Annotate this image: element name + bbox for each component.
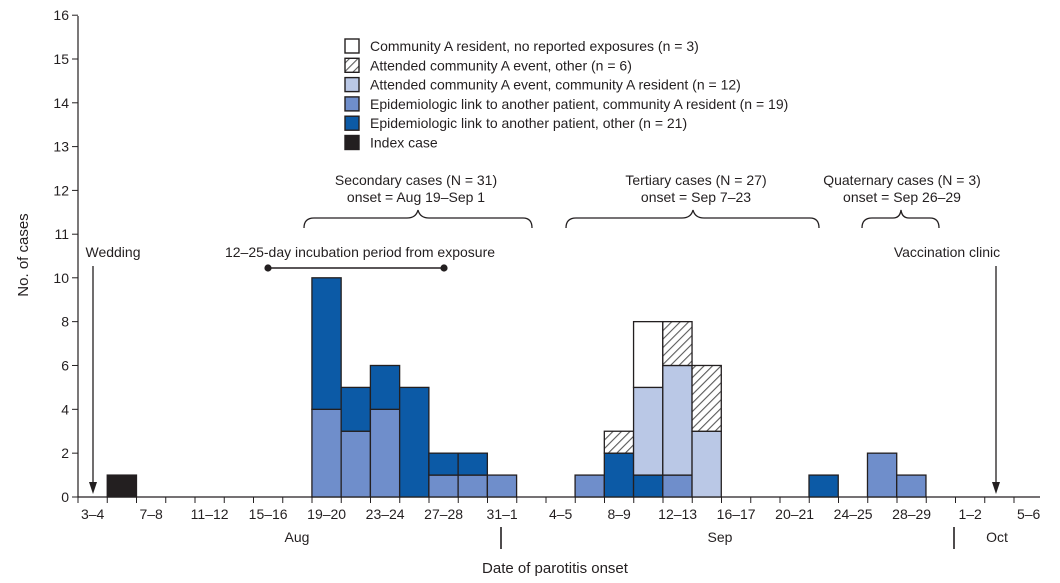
x-tick-label: 5–6 (1017, 506, 1041, 522)
quaternary-label-line1: Quaternary cases (N = 3) (823, 172, 981, 188)
x-tick-label: 12–13 (658, 506, 697, 522)
bar-segment-link-resident (662, 474, 693, 498)
legend-label: Attended community A event, other (n = 6… (370, 57, 632, 73)
legend-swatch-no-exposure (344, 38, 360, 54)
bar-segment-link-resident (457, 474, 489, 498)
y-tick-label: 13 (53, 139, 69, 155)
x-axis-title: Date of parotitis onset (482, 560, 629, 577)
wedding-label: Wedding (85, 244, 140, 260)
secondary-label-line2: onset = Aug 19–Sep 1 (347, 189, 485, 205)
y-tick-label: 15 (53, 51, 69, 67)
bar-segment-link-other (340, 386, 372, 432)
y-tick-label: 16 (53, 7, 69, 23)
x-tick-label: 27–28 (424, 506, 463, 522)
x-tick-label: 4–5 (549, 506, 573, 522)
bar-segment-link-other (398, 386, 430, 498)
x-tick-label: 3–4 (81, 506, 105, 522)
bar-segment-event-resident (632, 386, 664, 476)
y-tick-label: 12 (53, 182, 69, 198)
y-tick-label: 14 (53, 95, 69, 111)
x-tick-label: 28–29 (892, 506, 931, 522)
x-tick-label: 16–17 (717, 506, 756, 522)
bar-segment-link-resident (340, 430, 372, 498)
month-label: Oct (986, 529, 1008, 545)
y-tick-label: 10 (53, 270, 69, 286)
bar-segment-link-other (428, 452, 459, 476)
bar-segment-link-other (632, 474, 664, 498)
wedding-arrowhead (89, 482, 97, 494)
tertiary-bracket (565, 209, 820, 229)
bar-segment-link-resident (311, 408, 342, 498)
bar-segment-no-exposure (632, 320, 664, 389)
legend-swatch-link-other (344, 115, 360, 131)
bar-segment-link-resident (574, 474, 605, 498)
x-tick-label: 20–21 (775, 506, 814, 522)
month-label: Sep (708, 529, 733, 545)
y-tick-label: 6 (61, 357, 69, 373)
bar-segment-link-other (311, 277, 342, 410)
x-tick-label: 31–1 (487, 506, 518, 522)
annotations: Secondary cases (N = 31) onset = Aug 19–… (85, 172, 1000, 494)
legend-label: Community A resident, no reported exposu… (370, 38, 699, 54)
bar-segment-link-other (808, 474, 839, 498)
legend-label: Epidemiologic link to another patient, c… (370, 96, 788, 112)
x-tick-label: 19–20 (307, 506, 346, 522)
legend-swatch-event-other (344, 57, 360, 73)
secondary-bracket (303, 209, 533, 229)
x-tick-label: 23–24 (366, 506, 405, 522)
vaccination-arrowhead (992, 482, 1000, 494)
legend-label: Attended community A event, community A … (370, 77, 741, 93)
tertiary-label-line2: onset = Sep 7–23 (641, 189, 751, 205)
bar-segment-index (106, 474, 138, 498)
quaternary-label-line2: onset = Sep 26–29 (843, 189, 961, 205)
quaternary-bracket (861, 209, 940, 229)
bar-segment-link-other (603, 452, 635, 498)
y-axis: 024681011121314151617 (53, 7, 79, 505)
x-tick-label: 7–8 (139, 506, 163, 522)
bar-segment-link-resident (486, 474, 518, 498)
legend-swatch-link-resident (344, 96, 360, 112)
y-tick-label: 11 (54, 226, 69, 242)
bar-segment-event-other (603, 430, 635, 454)
vaccination-label: Vaccination clinic (894, 244, 1000, 260)
legend-label: Epidemiologic link to another patient, o… (370, 115, 687, 131)
legend-label: Index case (370, 135, 438, 151)
x-tick-label: 11–12 (191, 506, 229, 522)
incubation-start-dot (264, 264, 272, 272)
x-axis: 3–4 7–8 11–12 15–16 19–20 23–24 27–28 31–1 4–5 8–… (77, 496, 1041, 549)
bar-segment-link-resident (428, 474, 459, 498)
bars (106, 277, 927, 498)
x-tick-label: 1–2 (958, 506, 982, 522)
secondary-label-line1: Secondary cases (N = 31) (335, 172, 497, 188)
legend-swatch-index (344, 134, 360, 151)
x-tick-label: 15–16 (249, 506, 288, 522)
bar-segment-link-resident (866, 452, 898, 498)
incubation-end-dot (440, 264, 448, 272)
x-tick-label: 24–25 (834, 506, 873, 522)
y-tick-label: 2 (61, 445, 69, 461)
bar-segment-event-resident (691, 430, 722, 498)
tertiary-label-line1: Tertiary cases (N = 27) (625, 172, 766, 188)
bar-segment-link-other (457, 452, 489, 476)
y-tick-label: 0 (61, 489, 69, 505)
y-tick-label: 4 (61, 401, 69, 417)
y-tick-label: 8 (61, 314, 69, 330)
legend-swatch-event-resident (344, 76, 360, 93)
y-axis-title: No. of cases (15, 213, 32, 296)
bar-segment-event-resident (662, 364, 693, 476)
bar-segment-event-other (662, 320, 693, 367)
month-label: Aug (285, 529, 310, 545)
legend: Community A resident, no reported exposu… (344, 38, 788, 151)
bar-segment-link-resident (896, 474, 927, 498)
incubation-label: 12–25-day incubation period from exposur… (225, 244, 495, 260)
bar-segment-event-other (691, 364, 722, 432)
bar-segment-link-other (369, 364, 401, 410)
x-tick-label: 8–9 (607, 506, 631, 522)
bar-segment-link-resident (369, 408, 401, 498)
